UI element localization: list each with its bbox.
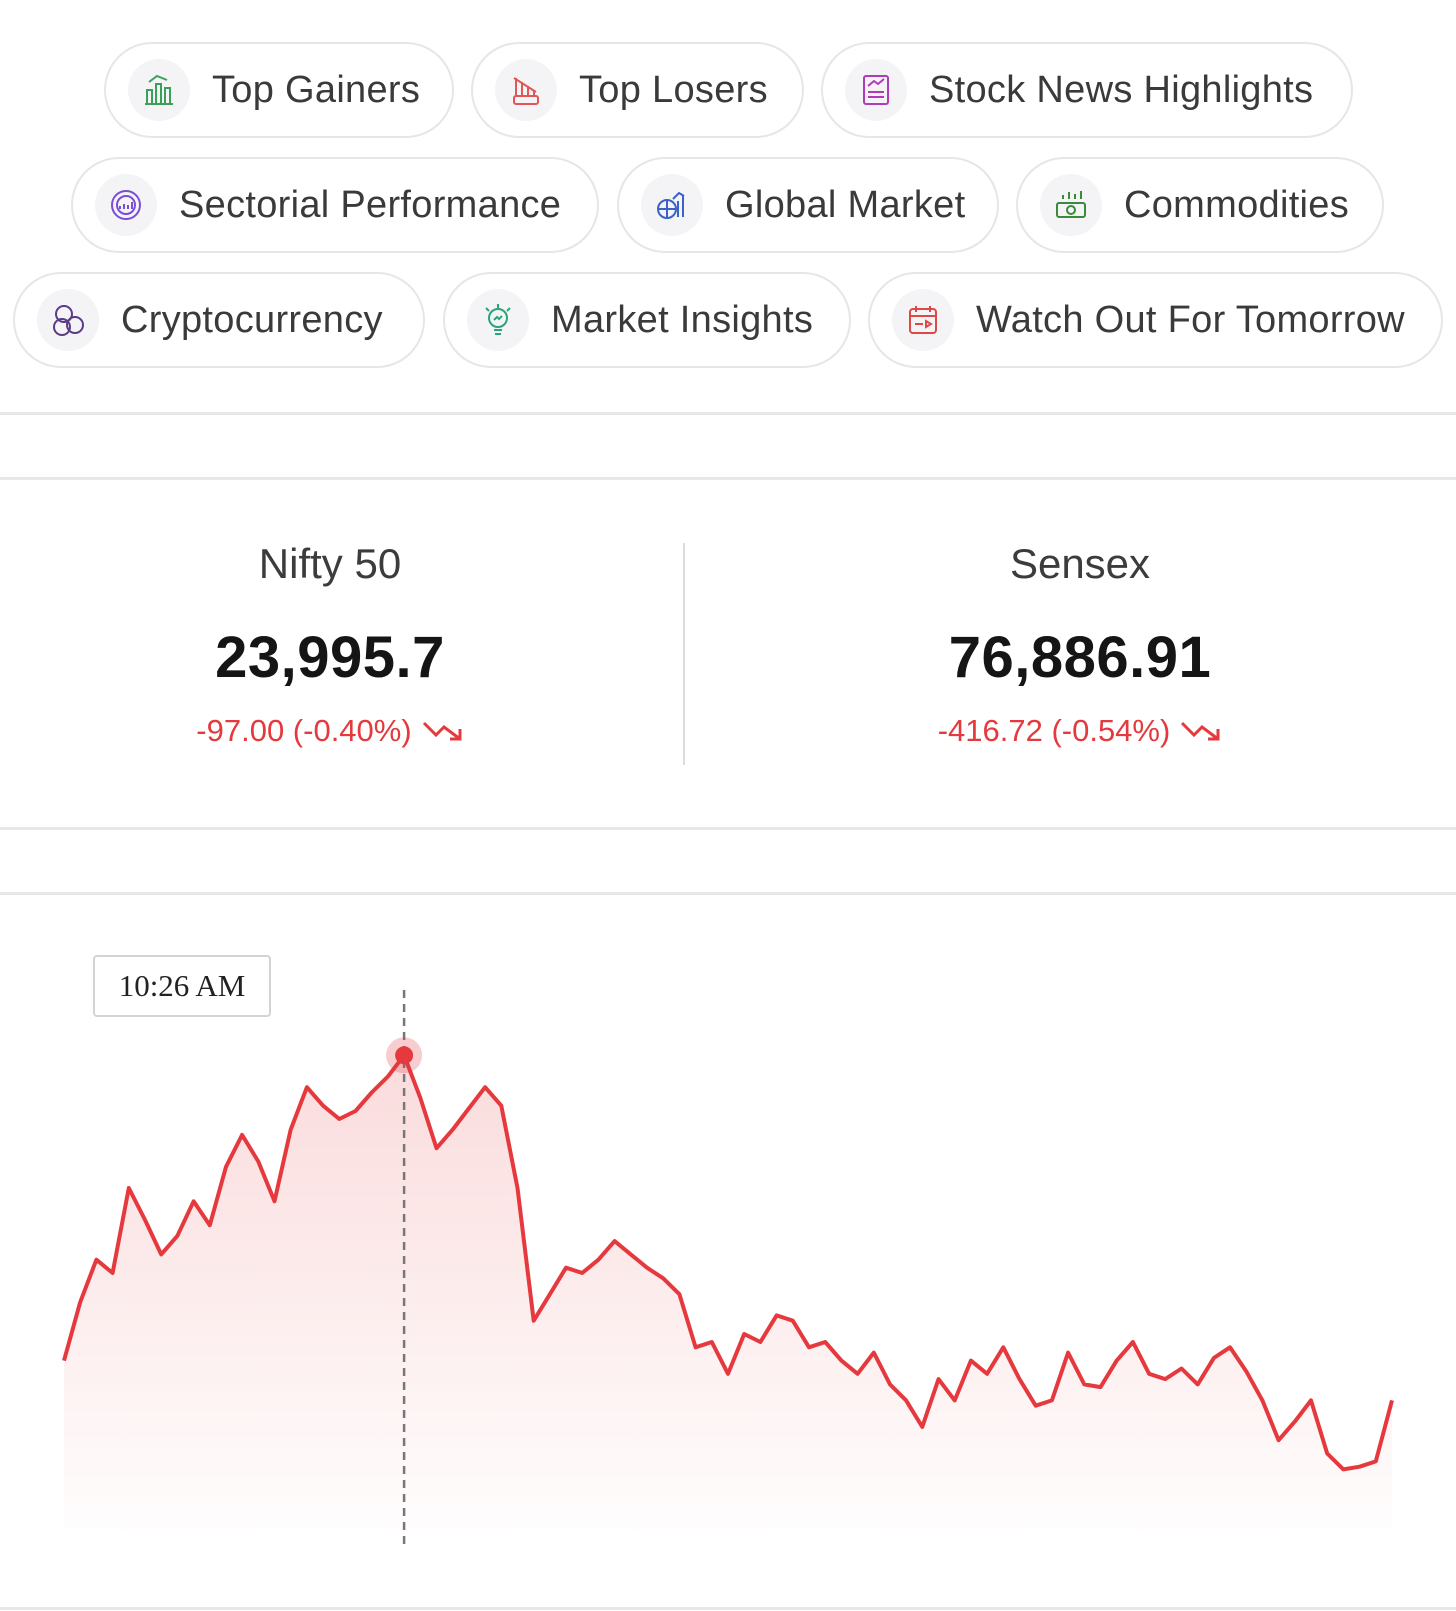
- commodities-icon: [1040, 174, 1102, 236]
- sectorial-performance-icon: [95, 174, 157, 236]
- index-name: Nifty 50: [258, 540, 402, 587]
- trend-down-icon: [1181, 721, 1220, 741]
- chip-stock-news-highlights[interactable]: Stock News Highlights: [821, 42, 1353, 138]
- divider: [0, 412, 1456, 415]
- chip-label: Global Market: [725, 183, 966, 226]
- index-divider: [683, 543, 685, 765]
- nifty-50-card[interactable]: Nifty 50 23,995.7 -97.00 (-0.40%): [50, 540, 610, 749]
- divider: [0, 1607, 1456, 1610]
- chip-commodities[interactable]: Commodities: [1016, 157, 1384, 253]
- chip-market-insights[interactable]: Market Insights: [443, 272, 851, 368]
- chip-global-market[interactable]: Global Market: [617, 157, 999, 253]
- intraday-chart[interactable]: [0, 990, 1456, 1550]
- chip-label: Top Losers: [579, 68, 768, 111]
- chip-label: Stock News Highlights: [929, 68, 1314, 111]
- stock-news-icon: [845, 59, 907, 121]
- chip-label: Top Gainers: [212, 68, 421, 111]
- chip-top-losers[interactable]: Top Losers: [471, 42, 804, 138]
- chip-label: Cryptocurrency: [121, 298, 383, 341]
- divider: [0, 477, 1456, 480]
- price-line: [62, 1053, 1394, 1472]
- index-name: Sensex: [1009, 540, 1151, 587]
- chip-label: Sectorial Performance: [179, 183, 562, 226]
- divider: [0, 827, 1456, 830]
- index-change-text: -416.72 (-0.54%): [937, 713, 1171, 748]
- chip-cryptocurrency[interactable]: Cryptocurrency: [13, 272, 425, 368]
- chip-label: Market Insights: [551, 298, 814, 341]
- trend-down-icon: [422, 721, 462, 741]
- index-change: -416.72 (-0.54%): [800, 713, 1360, 749]
- chart-area-fill: [64, 1055, 1392, 1530]
- divider: [0, 892, 1456, 895]
- top-gainers-icon: [128, 59, 190, 121]
- chip-watch-out-for-tomorrow[interactable]: Watch Out For Tomorrow: [868, 272, 1443, 368]
- index-value: 76,886.91: [948, 625, 1212, 690]
- chip-label: Watch Out For Tomorrow: [976, 298, 1405, 341]
- top-losers-icon: [495, 59, 557, 121]
- calendar-icon: [892, 289, 954, 351]
- index-value: 23,995.7: [215, 625, 445, 690]
- chip-label: Commodities: [1124, 183, 1350, 226]
- chip-sectorial-performance[interactable]: Sectorial Performance: [71, 157, 599, 253]
- chart-tooltip: 10:26 AM: [93, 955, 271, 1017]
- index-change-text: -97.00 (-0.40%): [196, 713, 412, 748]
- sensex-card[interactable]: Sensex 76,886.91 -416.72 (-0.54%): [800, 540, 1360, 749]
- global-market-icon: [641, 174, 703, 236]
- hover-point[interactable]: [395, 1046, 414, 1065]
- cryptocurrency-icon: [37, 289, 99, 351]
- market-insights-icon: [467, 289, 529, 351]
- chip-top-gainers[interactable]: Top Gainers: [104, 42, 454, 138]
- index-change: -97.00 (-0.40%): [50, 713, 610, 749]
